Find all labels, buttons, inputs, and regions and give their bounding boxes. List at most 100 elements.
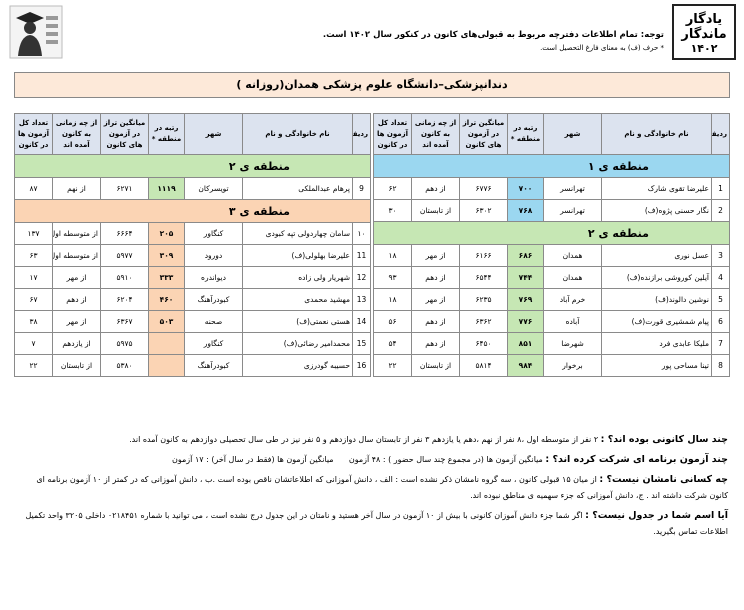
header: یادگار ماندگار ۱۴۰۲ توجه: تمام اطلاعات د… <box>8 4 736 60</box>
note: چند آزمون برنامه ای شرکت کرده اند؟ : میا… <box>16 452 728 468</box>
column-header: رتبه در منطقه * <box>507 113 544 155</box>
cell: ۶۴۵۰ <box>459 332 508 355</box>
cell: تویسرکان <box>184 177 243 200</box>
note: آیا اسم شما در جدول نیست؟ : اگر شما جزء … <box>16 508 728 540</box>
cell: ۷ <box>14 332 53 355</box>
note-question: چند آزمون برنامه ای شرکت کرده اند؟ : <box>545 454 728 465</box>
data-row: 5 نوشین دالوند(ف) خرم آباد ۷۶۹ ۶۲۳۵ از مهر ۱۸ <box>373 288 730 311</box>
data-row: 11 علیرضا بهلولی(ف) دورود ۳۰۹ ۵۹۷۷ از متوسطه … <box>14 244 371 267</box>
cell: همدان <box>543 244 602 267</box>
cell: 2 <box>711 199 730 222</box>
cell: ۶۲۰۴ <box>100 288 149 311</box>
data-row: 4 آیلین کوروشی برازنده(ف) همدان ۷۴۴ ۶۵۴۴ از د… <box>373 266 730 289</box>
column-header: میانگین تراز در آزمون های کانون <box>100 113 149 155</box>
cell: کنگاور <box>184 222 243 245</box>
footnote: * حرف (ف) به معنای فارغ التحصیل است. <box>540 44 664 52</box>
cell: نگار حسنی پژوه(ف) <box>601 199 712 222</box>
logo: یادگار ماندگار ۱۴۰۲ <box>672 4 736 60</box>
cell: 1 <box>711 177 730 200</box>
logo-year: ۱۴۰۲ <box>690 42 718 55</box>
column-header: تعداد کل آزمون ها در کانون <box>373 113 412 155</box>
cell: از متوسطه اول <box>52 244 101 267</box>
cell: از مهر <box>411 244 460 267</box>
data-row: 3 عسل نوری همدان ۶۸۶ ۶۱۶۶ از مهر ۱۸ <box>373 244 730 267</box>
cell: مهشید محمدی <box>242 288 353 311</box>
cell: صحنه <box>184 310 243 333</box>
title: دندانپزشکی–دانشگاه علوم پزشکی همدان(روزا… <box>14 72 730 98</box>
cell: ۳۰ <box>373 199 412 222</box>
cell: از یازدهم <box>52 332 101 355</box>
cell: 8 <box>711 354 730 377</box>
cell: 9 <box>352 177 371 200</box>
data-row: 1 علیرضا تقوی شارک تهرانسر ۷۰۰ ۶۷۷۶ از دهم ۶۲ <box>373 177 730 200</box>
column-header: از چه زمانی به کانون آمده اند <box>52 113 101 155</box>
cell: ۶۷ <box>14 288 53 311</box>
column-header: شهر <box>543 113 602 155</box>
cell: ۲۲ <box>14 354 53 377</box>
cell: ۶۷۷۶ <box>459 177 508 200</box>
cell: آیلین کوروشی برازنده(ف) <box>601 266 712 289</box>
cell: ۶۳۶۲ <box>459 310 508 333</box>
cell: پیام شمشیری قورت(ف) <box>601 310 712 333</box>
cell: ۷۶۹ <box>507 288 544 311</box>
cell: شهریار ولی زاده <box>242 266 353 289</box>
cell: ۵۹۷۷ <box>100 244 149 267</box>
cell: تهرانسر <box>543 199 602 222</box>
cell: از مهر <box>52 266 101 289</box>
cell: ۷۷۶ <box>507 310 544 333</box>
section-label: منطقه ی ۱ <box>373 154 730 178</box>
cell: از دهم <box>411 177 460 200</box>
column-header: از چه زمانی به کانون آمده اند <box>411 113 460 155</box>
data-row: 15 محمدامیر رضائی(ف) کنگاور ۵۹۷۵ از یازدهم ۷ <box>14 332 371 355</box>
cell: ۶۱۶۶ <box>459 244 508 267</box>
cell: 3 <box>711 244 730 267</box>
cell: تهرانسر <box>543 177 602 200</box>
cell: 13 <box>352 288 371 311</box>
cell: 6 <box>711 310 730 333</box>
cell: ۱۱۱۹ <box>148 177 185 200</box>
cell: محمدامیر رضائی(ف) <box>242 332 353 355</box>
section-row: منطقه ی ۲ <box>14 154 371 178</box>
cell: ۱۸ <box>373 244 412 267</box>
cell: از تابستان <box>411 354 460 377</box>
column-header: شهر <box>184 113 243 155</box>
cell: ۵۹۱۰ <box>100 266 149 289</box>
cell: 14 <box>352 310 371 333</box>
data-row: 9 پرهام عبدالملکی تویسرکان ۱۱۱۹ ۶۲۷۱ از نهم ۸۷ <box>14 177 371 200</box>
cell: خرم آباد <box>543 288 602 311</box>
cell: ۸۷ <box>14 177 53 200</box>
note-question: چند سال کانونی بوده اند؟ : <box>600 434 728 445</box>
note: چند سال کانونی بوده اند؟ : ۲ نفر از متوس… <box>16 432 728 448</box>
cell: ۹۸۴ <box>507 354 544 377</box>
column-header: ردیف <box>352 113 371 155</box>
cell: 7 <box>711 332 730 355</box>
cell: ۵۴ <box>373 332 412 355</box>
cell: ۳۰۹ <box>148 244 185 267</box>
note-answer: از میان ۱۵ قبولی کانون ، سه گروه نامشان … <box>33 475 728 500</box>
note-question: چه کسانی نامشان نیست؟ : <box>599 474 728 485</box>
cell: از مهر <box>52 310 101 333</box>
section-label: منطقه ی ۲ <box>14 154 371 178</box>
cell: حسیبه گودرزی <box>242 354 353 377</box>
cell: ۸۵۱ <box>507 332 544 355</box>
cell: ۶۸۶ <box>507 244 544 267</box>
logo-text: یادگار ماندگار <box>681 12 727 42</box>
cell: کنگاور <box>184 332 243 355</box>
cell: ۵۶ <box>373 310 412 333</box>
cell: 11 <box>352 244 371 267</box>
cell: 15 <box>352 332 371 355</box>
section-row: منطقه ی ۲ <box>373 221 730 245</box>
cell: از تابستان <box>52 354 101 377</box>
cell: 12 <box>352 266 371 289</box>
cell: ۶۲ <box>373 177 412 200</box>
data-row: 16 حسیبه گودرزی کبودرآهنگ ۵۳۸۰ از تابستان ۲۲ <box>14 354 371 377</box>
cell: ۶۵۴۴ <box>459 266 508 289</box>
cell: ۷۶۸ <box>507 199 544 222</box>
cell: ۲۲ <box>373 354 412 377</box>
cell: از دهم <box>411 266 460 289</box>
column-header: تعداد کل آزمون ها در کانون <box>14 113 53 155</box>
cell: ۵۳۸۰ <box>100 354 149 377</box>
